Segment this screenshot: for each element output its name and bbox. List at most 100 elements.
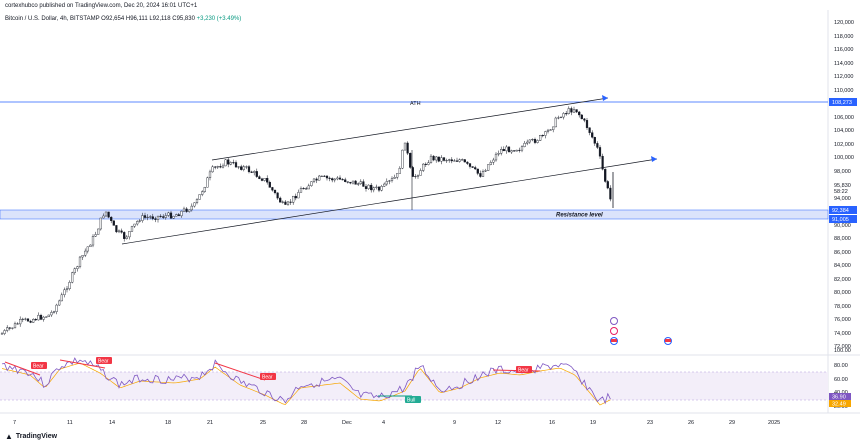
candle-body: [110, 216, 113, 221]
candle-body: [13, 323, 17, 329]
rsi-bear-tag[interactable]: [516, 366, 532, 373]
rsi-bear-text: Bear: [33, 364, 44, 370]
price-tick-label: 86,000: [834, 250, 851, 256]
candle-body: [76, 266, 79, 269]
candle-body: [21, 318, 24, 320]
candle-body: [60, 294, 63, 302]
candle-body: [463, 159, 466, 163]
candle-body: [260, 178, 264, 181]
candle-body: [294, 195, 297, 199]
rsi-value-tag: [829, 393, 851, 400]
candle-body: [73, 268, 76, 273]
candle-body: [414, 176, 417, 178]
candle-body: [146, 216, 149, 218]
candle-body: [237, 166, 240, 168]
bear-divergence-3[interactable]: [214, 362, 266, 381]
candle-body: [471, 166, 474, 168]
candle-body: [3, 330, 6, 334]
candle-body: [593, 137, 596, 144]
candle-body: [154, 218, 157, 220]
close-value: C95,830: [172, 16, 195, 22]
rsi-ma-tag: [829, 400, 851, 407]
bear-divergence-1[interactable]: [4, 361, 41, 376]
price-tick-label: 114,000: [834, 61, 853, 67]
rsi-bear-tag[interactable]: [31, 362, 47, 369]
channel-upper-line[interactable]: [211, 97, 609, 161]
candle-body: [497, 153, 500, 155]
candle-body: [130, 225, 134, 232]
candle-body: [549, 129, 552, 131]
candle-body: [198, 194, 201, 200]
candle-body: [346, 181, 349, 183]
rsi-ma-line[interactable]: [1, 362, 611, 406]
candle-body: [554, 117, 557, 128]
brand[interactable]: ▲ TradingView: [5, 432, 57, 441]
candle-body: [50, 312, 53, 316]
rsi-line[interactable]: [1, 357, 611, 405]
time-tick-label: Dec: [342, 420, 352, 426]
candle-body: [245, 166, 248, 168]
candle-body: [120, 230, 123, 233]
rsi-bear-tag[interactable]: [96, 357, 112, 364]
candle-body: [255, 171, 258, 177]
bear-divergence-2[interactable]: [59, 359, 106, 369]
candle-body: [24, 318, 27, 320]
candle-body: [575, 109, 578, 113]
candle-body: [338, 177, 342, 180]
candle-body: [143, 215, 147, 218]
rsi-bear-tag[interactable]: [260, 373, 276, 380]
symbol-name[interactable]: Bitcoin / U.S. Dollar, 4h, BITSTAMP: [5, 16, 100, 22]
candle-body: [401, 149, 404, 169]
candle-body: [359, 181, 362, 184]
candle-body: [546, 129, 550, 132]
candle-body: [370, 184, 373, 191]
candle-body: [151, 216, 154, 219]
candle-body: [112, 220, 115, 226]
candle-body: [180, 210, 183, 217]
candle-body: [372, 187, 375, 191]
candle-body: [336, 177, 339, 180]
channel-upper-arrow: [602, 95, 608, 101]
candle-body: [572, 109, 576, 113]
candle-body: [328, 177, 331, 179]
candle-body: [588, 127, 591, 133]
time-tick-label: 29: [729, 420, 735, 426]
candle-body: [510, 150, 513, 153]
candle-body: [416, 175, 420, 177]
candle-body: [159, 215, 162, 217]
candle-body: [84, 250, 87, 256]
price-tick-label: 100,000: [834, 155, 854, 161]
candle-body: [380, 186, 383, 191]
candle-body: [533, 139, 537, 143]
candle-body: [468, 163, 472, 167]
symbol-legend: Bitcoin / U.S. Dollar, 4h, BITSTAMP O92,…: [5, 16, 241, 22]
resistance-zone[interactable]: [0, 209, 829, 220]
candle-body: [229, 162, 232, 165]
event-icon-1[interactable]: [610, 317, 618, 325]
candle-body: [11, 327, 14, 329]
channel-lower-line[interactable]: [121, 158, 658, 245]
candle-body: [513, 150, 516, 152]
price-tick-label: 72,000: [834, 344, 851, 350]
candle-body: [185, 208, 188, 212]
event-icon-2[interactable]: [610, 327, 618, 335]
candle-body: [219, 166, 222, 168]
time-tick-label: 18: [165, 420, 171, 426]
price-tick-label: 110,000: [834, 88, 853, 94]
tradingview-logo-icon: ▲: [5, 432, 13, 441]
price-tick-label: 102,000: [834, 142, 854, 148]
candle-body: [393, 177, 396, 179]
time-tick-label: 25: [260, 420, 266, 426]
candle-body: [489, 162, 492, 165]
candle-body: [78, 256, 82, 267]
rsi-tick-label: 80.00: [834, 363, 848, 369]
rsi-bull-tag[interactable]: [405, 396, 421, 403]
candle-body: [273, 189, 277, 194]
candle-body: [227, 159, 230, 165]
candle-body: [312, 178, 316, 182]
time-tick-label: 28: [301, 420, 307, 426]
zone-bottom-tag: [829, 215, 857, 223]
candle-body: [520, 146, 524, 151]
candle-body: [606, 181, 609, 189]
